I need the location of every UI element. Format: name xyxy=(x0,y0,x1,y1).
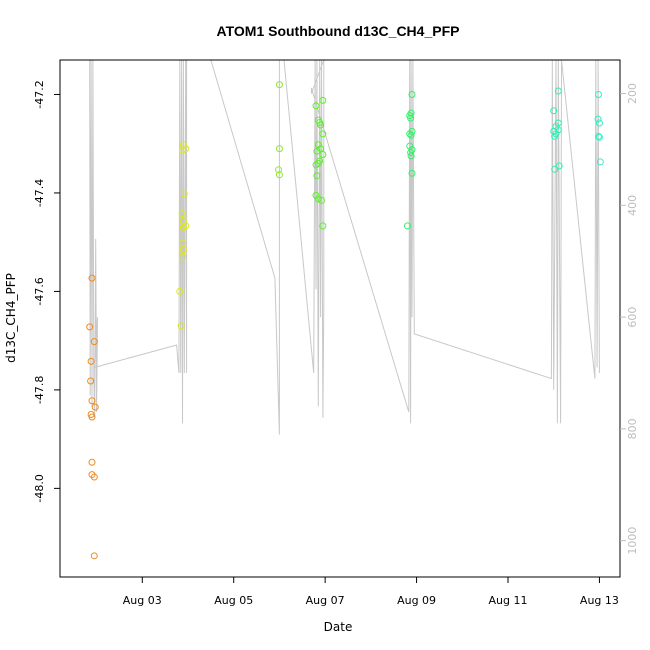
data-point xyxy=(179,253,187,261)
chart-title: ATOM1 Southbound d13C_CH4_PFP xyxy=(217,23,460,39)
data-point xyxy=(551,132,559,140)
data-point xyxy=(319,130,327,138)
altitude-line xyxy=(89,59,600,435)
data-point xyxy=(88,458,96,466)
data-point xyxy=(177,322,185,330)
data-point xyxy=(594,115,602,123)
data-point xyxy=(90,338,98,346)
data-point xyxy=(555,162,563,170)
x-tick-label: Aug 05 xyxy=(214,594,253,607)
altitude-line-layer xyxy=(89,59,600,435)
data-point xyxy=(595,119,603,127)
data-point xyxy=(88,274,96,282)
data-point xyxy=(551,165,559,173)
data-point xyxy=(180,190,188,198)
data-point xyxy=(87,377,95,385)
data-point xyxy=(87,357,95,365)
x-tick-label: Aug 03 xyxy=(123,594,162,607)
data-point xyxy=(179,146,187,154)
data-point xyxy=(595,133,603,141)
data-point xyxy=(182,145,190,153)
data-point xyxy=(313,172,321,180)
data-point xyxy=(595,90,603,98)
data-point xyxy=(88,397,96,405)
right-tick-label: 600 xyxy=(626,307,639,328)
data-point xyxy=(179,246,187,254)
data-point xyxy=(407,114,415,122)
data-point xyxy=(319,222,327,230)
y-axis: -47.2 -47.4 -47.6 -47.8 -48.0 xyxy=(33,80,60,503)
x-tick-label: Aug 11 xyxy=(489,594,528,607)
data-point xyxy=(312,161,320,169)
plot-frame xyxy=(59,59,621,578)
data-point xyxy=(275,171,283,179)
y-tick-label: -47.8 xyxy=(33,376,46,404)
data-point xyxy=(406,142,414,150)
data-point xyxy=(596,158,604,166)
right-tick-label: 1000 xyxy=(626,527,639,555)
data-point xyxy=(90,473,98,481)
data-point xyxy=(317,196,325,204)
data-point xyxy=(86,323,94,331)
data-point xyxy=(314,141,322,149)
data-point xyxy=(554,126,562,134)
data-point xyxy=(406,130,414,138)
x-tick-label: Aug 13 xyxy=(580,594,619,607)
data-point xyxy=(179,239,187,247)
data-point xyxy=(407,152,415,160)
data-point xyxy=(275,166,283,174)
x-axis: Aug 03 Aug 05 Aug 07 Aug 09 Aug 11 Aug 13 xyxy=(123,577,619,607)
data-point xyxy=(317,121,325,129)
data-point xyxy=(408,169,416,177)
y-tick-label: -47.2 xyxy=(33,80,46,108)
y-tick-label: -47.4 xyxy=(33,179,46,207)
right-tick-label: 800 xyxy=(626,418,639,439)
x-tick-label: Aug 07 xyxy=(306,594,345,607)
data-point xyxy=(176,287,184,295)
right-tick-label: 200 xyxy=(626,83,639,104)
data-points-layer xyxy=(86,81,604,560)
data-point xyxy=(595,132,603,140)
data-point xyxy=(319,96,327,104)
right-axis: 200 400 600 800 1000 xyxy=(620,83,639,555)
data-point xyxy=(408,90,416,98)
data-point xyxy=(88,413,96,421)
data-point xyxy=(312,102,320,110)
data-point xyxy=(91,403,99,411)
data-point xyxy=(179,223,187,231)
y-tick-label: -47.6 xyxy=(33,277,46,305)
data-point xyxy=(407,149,415,157)
data-point xyxy=(550,107,558,115)
y-axis-label: d13C_CH4_PFP xyxy=(4,273,18,363)
data-point xyxy=(312,191,320,199)
right-tick-label: 400 xyxy=(626,195,639,216)
y-tick-label: -48.0 xyxy=(33,474,46,502)
data-point xyxy=(319,151,327,159)
data-point xyxy=(554,119,562,127)
data-point xyxy=(554,87,562,95)
data-point xyxy=(275,81,283,89)
x-axis-label: Date xyxy=(324,620,353,634)
data-point xyxy=(314,195,322,203)
data-point xyxy=(407,131,415,139)
x-tick-label: Aug 09 xyxy=(397,594,436,607)
data-point xyxy=(178,210,186,218)
data-point xyxy=(403,222,411,230)
data-point xyxy=(275,145,283,153)
data-point xyxy=(313,147,321,155)
data-point xyxy=(90,552,98,560)
